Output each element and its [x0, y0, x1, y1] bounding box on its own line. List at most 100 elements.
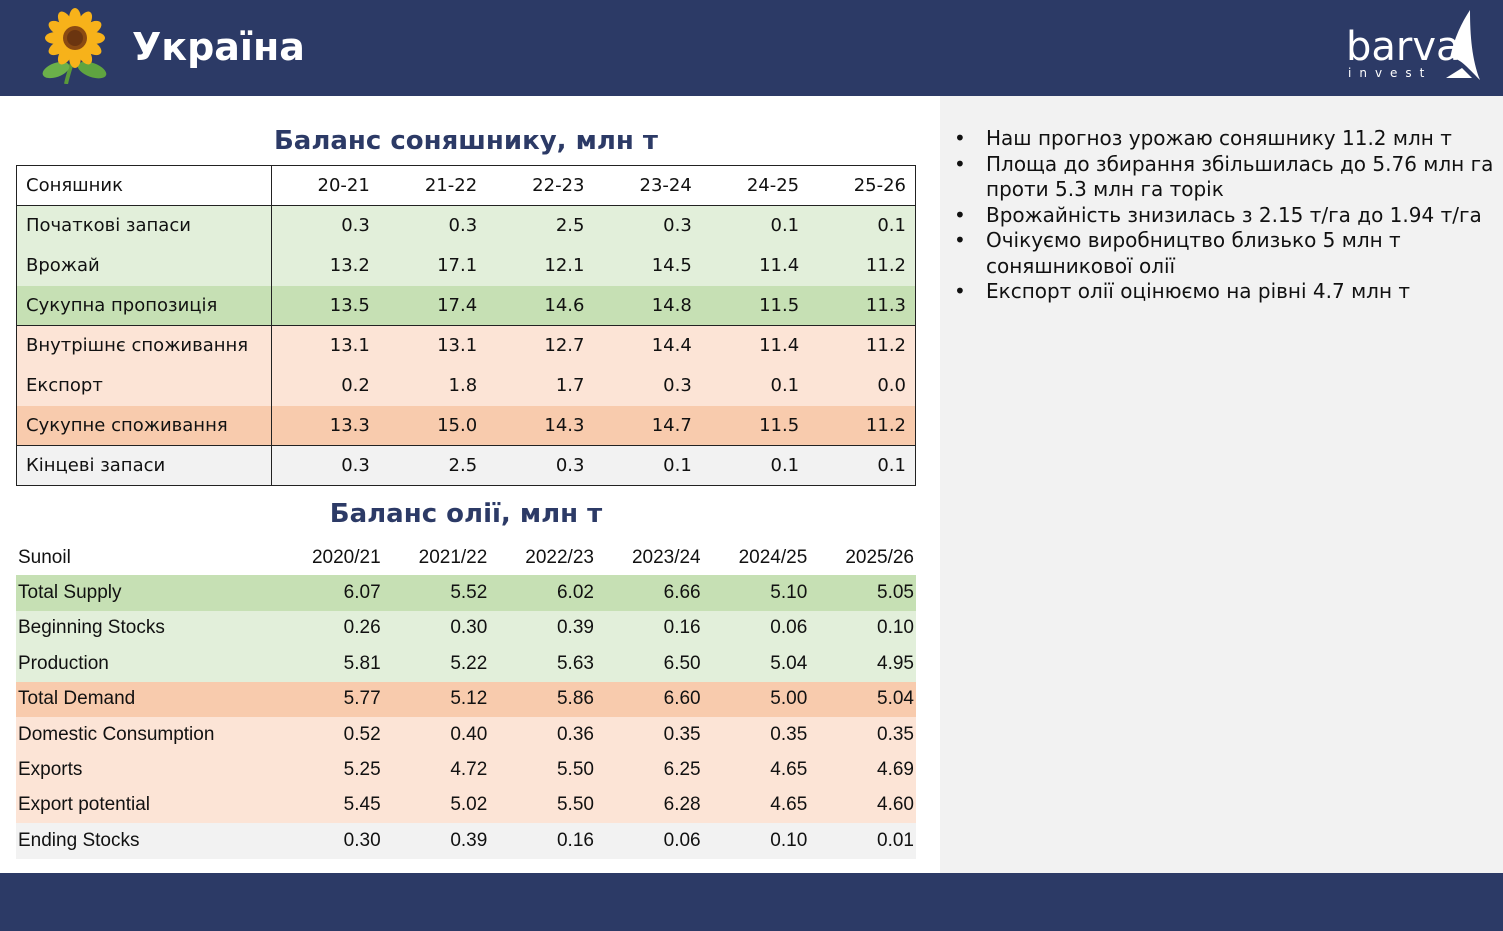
- cell: 13.3: [271, 405, 379, 446]
- table-row: Внутрішнє споживання 13.1 13.1 12.7 14.4…: [16, 325, 916, 366]
- cell: 12.1: [486, 245, 594, 286]
- cell: 14.5: [593, 245, 701, 286]
- row-label: Export potential: [16, 787, 276, 824]
- cell: 0.3: [593, 205, 701, 246]
- cell: 6.50: [595, 646, 703, 682]
- oil-table-title: Баланс олії, млн т: [329, 499, 603, 529]
- column-header: 2024/25: [702, 540, 810, 576]
- cell: 5.45: [276, 787, 383, 824]
- cell: 0.3: [593, 365, 701, 406]
- cell: 2.5: [486, 205, 594, 246]
- bullet-text: Врожайність знизилась з 2.15 т/га до 1.9…: [986, 202, 1482, 227]
- cell: 4.60: [809, 787, 916, 824]
- cell: 0.30: [382, 610, 490, 647]
- table-row: Початкові запаси 0.3 0.3 2.5 0.3 0.1 0.1: [16, 205, 916, 246]
- column-header: 22-23: [486, 165, 594, 206]
- table-row: Врожай 13.2 17.1 12.1 14.5 11.4 11.2: [16, 245, 916, 286]
- cell: 4.72: [382, 752, 490, 788]
- cell: 6.60: [595, 681, 703, 717]
- cell: 1.8: [378, 365, 487, 406]
- cell: 4.65: [702, 787, 810, 824]
- cell: 15.0: [378, 405, 487, 446]
- column-header: 24-25: [700, 165, 809, 206]
- row-label: Exports: [16, 752, 276, 788]
- cell: 0.35: [809, 716, 916, 753]
- cell: 13.1: [271, 325, 379, 366]
- list-item: • Врожайність знизилась з 2.15 т/га до 1.…: [954, 203, 1499, 229]
- column-header: 23-24: [593, 165, 701, 206]
- cell: 6.25: [595, 752, 703, 788]
- cell: 5.00: [702, 681, 810, 717]
- cell: 0.35: [595, 716, 703, 753]
- cell: 0.1: [700, 365, 809, 406]
- cell: 0.1: [808, 205, 916, 246]
- cell: 5.12: [382, 681, 490, 717]
- cell: 5.63: [489, 646, 596, 682]
- cell: 5.25: [276, 752, 383, 788]
- cell: 6.02: [489, 575, 596, 611]
- cell: 13.2: [271, 245, 379, 286]
- table-row: Кінцеві запаси 0.3 2.5 0.3 0.1 0.1 0.1: [16, 445, 916, 486]
- cell: 0.39: [489, 610, 596, 647]
- bullet-text: Очікуємо виробництво близько 5 млн т сон…: [986, 228, 1401, 278]
- cell: 0.3: [271, 205, 379, 246]
- cell: 14.6: [486, 285, 594, 326]
- header-bar: Україна barva invest: [0, 0, 1503, 96]
- barva-invest-logo: barva invest: [1344, 8, 1484, 86]
- bullet-icon: •: [954, 126, 966, 150]
- cell: 0.16: [489, 823, 596, 859]
- cell: 0.1: [700, 445, 809, 486]
- logo-wordmark: barva: [1346, 24, 1461, 70]
- cell: 5.04: [809, 681, 916, 717]
- cell: 0.35: [702, 716, 810, 753]
- cell: 14.3: [486, 405, 594, 446]
- cell: 12.7: [486, 325, 594, 366]
- cell: 5.02: [382, 787, 490, 824]
- logo-subtitle: invest: [1348, 66, 1433, 80]
- cell: 5.10: [702, 575, 810, 611]
- bullet-icon: •: [954, 202, 966, 227]
- table-header-row: Соняшник 20-21 21-22 22-23 23-24 24-25 2…: [16, 165, 916, 206]
- table-row: Beginning Stocks 0.26 0.30 0.39 0.16 0.0…: [16, 610, 916, 647]
- table-row: Production 5.81 5.22 5.63 6.50 5.04 4.95: [16, 646, 916, 682]
- cell: 2.5: [378, 445, 487, 486]
- cell: 5.50: [489, 787, 596, 824]
- cell: 5.04: [702, 646, 810, 682]
- bullet-text: Експорт олії оцінюємо на рівні 4.7 млн т: [986, 279, 1411, 303]
- cell: 4.95: [809, 646, 916, 682]
- list-item: • Наш прогноз урожаю соняшнику 11.2 млн т: [954, 126, 1499, 152]
- corner-label: Sunoil: [16, 540, 276, 576]
- cell: 0.3: [271, 445, 379, 486]
- column-header: 2022/23: [489, 540, 596, 576]
- cell: 11.5: [700, 405, 809, 446]
- row-label: Врожай: [16, 245, 272, 286]
- cell: 0.3: [378, 205, 487, 246]
- cell: 11.3: [808, 285, 916, 326]
- column-header: 2025/26: [809, 540, 916, 576]
- row-label: Внутрішнє споживання: [16, 325, 272, 366]
- table-row: Total Supply 6.07 5.52 6.02 6.66 5.10 5.…: [16, 575, 916, 611]
- commentary-panel: • Наш прогноз урожаю соняшнику 11.2 млн т…: [940, 96, 1503, 873]
- table-header-row: Sunoil 2020/21 2021/22 2022/23 2023/24 2…: [16, 540, 916, 576]
- cell: 0.10: [809, 610, 916, 647]
- cell: 0.52: [276, 716, 383, 753]
- corner-label: Соняшник: [16, 165, 272, 206]
- cell: 11.2: [808, 325, 916, 366]
- cell: 11.4: [700, 245, 809, 286]
- table-row: Total Demand 5.77 5.12 5.86 6.60 5.00 5.…: [16, 681, 916, 717]
- row-label: Total Demand: [16, 681, 276, 717]
- cell: 0.2: [271, 365, 379, 406]
- table-row: Експорт 0.2 1.8 1.7 0.3 0.1 0.0: [16, 365, 916, 406]
- sunflower-icon: [42, 8, 107, 84]
- row-label: Total Supply: [16, 575, 276, 611]
- cell: 13.5: [271, 285, 379, 326]
- cell: 11.5: [700, 285, 809, 326]
- sail-icon: [1446, 10, 1480, 80]
- row-label: Кінцеві запаси: [16, 445, 272, 486]
- cell: 13.1: [378, 325, 487, 366]
- bullet-text: Наш прогноз урожаю соняшнику 11.2 млн т: [986, 126, 1452, 150]
- cell: 5.86: [489, 681, 596, 717]
- cell: 14.7: [593, 405, 701, 446]
- column-header: 2020/21: [276, 540, 383, 576]
- cell: 0.26: [276, 610, 383, 647]
